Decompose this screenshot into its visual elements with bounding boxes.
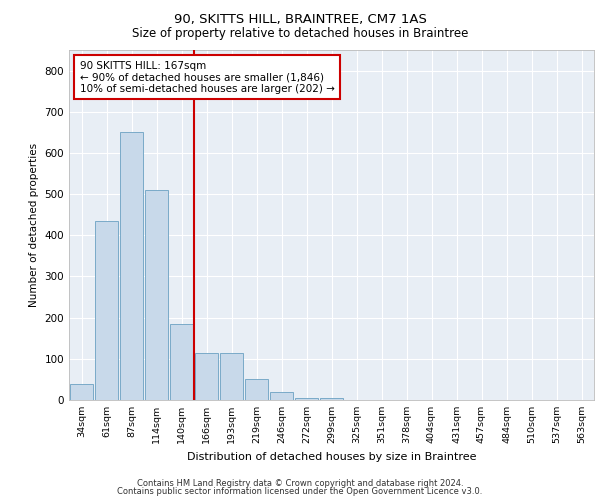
Bar	[95, 221, 118, 400]
Text: 90 SKITTS HILL: 167sqm
← 90% of detached houses are smaller (1,846)
10% of semi-: 90 SKITTS HILL: 167sqm ← 90% of detached…	[79, 60, 334, 94]
Text: Size of property relative to detached houses in Braintree: Size of property relative to detached ho…	[132, 28, 468, 40]
Bar	[145, 190, 168, 400]
Bar	[245, 380, 268, 400]
Bar	[220, 352, 243, 400]
Bar	[70, 384, 93, 400]
Bar	[295, 398, 318, 400]
Text: Contains public sector information licensed under the Open Government Licence v3: Contains public sector information licen…	[118, 487, 482, 496]
Bar	[170, 324, 193, 400]
Y-axis label: Number of detached properties: Number of detached properties	[29, 143, 39, 307]
Bar	[195, 352, 218, 400]
Bar	[320, 398, 343, 400]
Bar	[270, 392, 293, 400]
Bar	[120, 132, 143, 400]
X-axis label: Distribution of detached houses by size in Braintree: Distribution of detached houses by size …	[187, 452, 476, 462]
Text: 90, SKITTS HILL, BRAINTREE, CM7 1AS: 90, SKITTS HILL, BRAINTREE, CM7 1AS	[173, 12, 427, 26]
Text: Contains HM Land Registry data © Crown copyright and database right 2024.: Contains HM Land Registry data © Crown c…	[137, 478, 463, 488]
